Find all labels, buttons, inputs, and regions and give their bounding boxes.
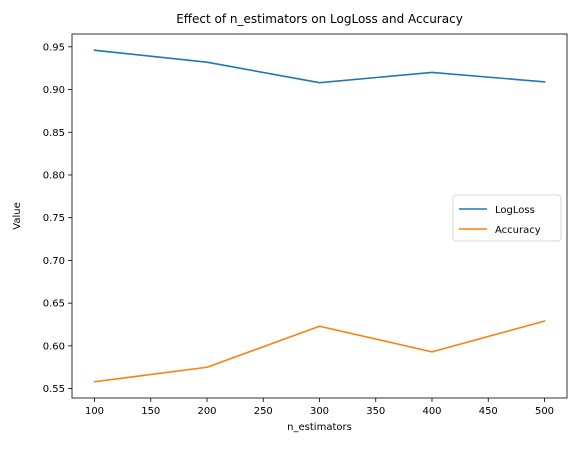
- y-axis-label: Value: [12, 202, 23, 229]
- x-tick-label: 150: [141, 406, 160, 417]
- x-axis: 100 150 200 250 300 350 400 450 500: [85, 398, 554, 417]
- legend: LogLoss Accuracy: [453, 195, 561, 241]
- x-tick-label: 400: [422, 406, 441, 417]
- y-tick-label: 0.95: [43, 42, 65, 53]
- x-tick-label: 100: [85, 406, 104, 417]
- legend-label: Accuracy: [495, 225, 541, 236]
- y-axis: 0.55 0.60 0.65 0.70 0.75 0.80 0.85 0.90 0.95: [43, 42, 72, 395]
- y-tick-label: 0.55: [43, 384, 65, 395]
- legend-label: LogLoss: [495, 205, 535, 216]
- x-tick-label: 300: [310, 406, 329, 417]
- x-tick-label: 250: [254, 406, 273, 417]
- y-tick-label: 0.90: [43, 85, 65, 96]
- y-tick-label: 0.65: [43, 299, 65, 310]
- x-tick-label: 450: [479, 406, 498, 417]
- y-tick-label: 0.60: [43, 341, 65, 352]
- y-tick-label: 0.85: [43, 128, 65, 139]
- chart-title: Effect of n_estimators on LogLoss and Ac…: [176, 12, 463, 26]
- y-tick-label: 0.70: [43, 256, 65, 267]
- x-tick-label: 200: [197, 406, 216, 417]
- series-line-logloss: [95, 50, 545, 82]
- x-axis-label: n_estimators: [287, 422, 352, 433]
- y-tick-label: 0.80: [43, 170, 65, 181]
- series-line-accuracy: [95, 321, 545, 382]
- x-tick-label: 350: [366, 406, 385, 417]
- y-tick-label: 0.75: [43, 213, 65, 224]
- x-tick-label: 500: [535, 406, 554, 417]
